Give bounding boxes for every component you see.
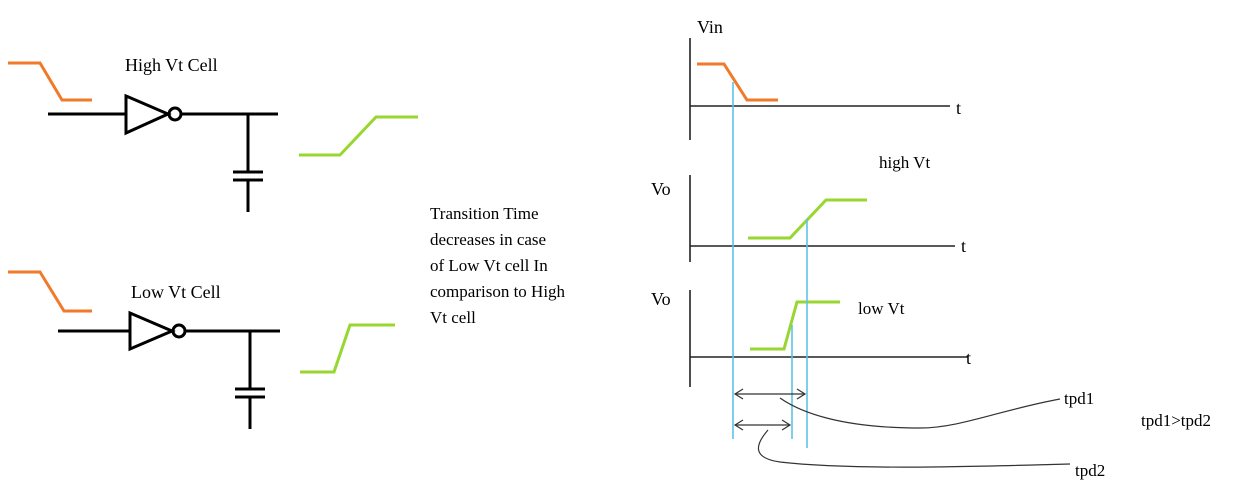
low-vt-inverter-symbol: [128, 310, 176, 352]
high-vt-output-waveform: [299, 115, 418, 157]
tpd1-label: tpd1: [1064, 389, 1094, 408]
delay-arrows: [733, 388, 807, 431]
low-vt-input-waveform: [8, 270, 92, 313]
vo-low-label: Vo: [651, 289, 671, 309]
leader-curves: [758, 397, 1071, 468]
low-vt-cell-circuit: Low Vt Cell: [8, 270, 395, 429]
vin-t-label: t: [956, 98, 961, 118]
delay-labels: tpd1 tpd2 tpd1>tpd2: [1064, 389, 1211, 480]
tpd-comparison-label: tpd1>tpd2: [1141, 411, 1211, 430]
note-line-3: of Low Vt cell In: [430, 256, 548, 275]
vo-high-vt-timing-graph: Vo high Vt t: [651, 153, 966, 262]
tpd1-arrow-right-head: [796, 388, 807, 400]
high-vt-cell-circuit: High Vt Cell: [8, 55, 418, 212]
low-vt-graph-label: low Vt: [858, 299, 905, 318]
vo-high-label: Vo: [651, 179, 671, 199]
high-vt-input-waveform: [8, 61, 92, 102]
note-line-2: decreases in case: [430, 230, 546, 249]
tpd2-leader-curve: [758, 429, 1071, 468]
note-line-5: Vt cell: [430, 308, 476, 327]
vo-low-t-label: t: [966, 348, 971, 368]
vin-waveform: [697, 62, 778, 102]
high-vt-cell-label: High Vt Cell: [125, 55, 218, 75]
high-vt-graph-label: high Vt: [879, 153, 930, 172]
vo-high-vt-waveform: [748, 198, 867, 240]
tpd2-arrow-right-head: [781, 419, 792, 431]
vin-label: Vin: [697, 17, 723, 37]
note-line-4: comparison to High: [430, 282, 566, 301]
low-vt-cell-label: Low Vt Cell: [131, 282, 221, 302]
transition-time-note: Transition Time decreases in case of Low…: [430, 204, 566, 327]
vin-timing-graph: Vin t: [689, 17, 961, 140]
timing-guide-lines: [732, 82, 808, 448]
vo-low-vt-timing-graph: Vo low Vt t: [651, 289, 971, 387]
tpd1-leader-curve: [779, 397, 1061, 429]
low-vt-output-waveform: [300, 323, 395, 374]
tpd2-label: tpd2: [1075, 461, 1105, 480]
note-line-1: Transition Time: [430, 204, 539, 223]
high-vt-inverter-symbol: [124, 93, 172, 136]
tpd1-arrow-left-head: [733, 388, 744, 400]
vo-low-vt-waveform: [750, 300, 840, 351]
tpd2-arrow-left-head: [733, 419, 744, 431]
vo-high-t-label: t: [961, 236, 966, 256]
